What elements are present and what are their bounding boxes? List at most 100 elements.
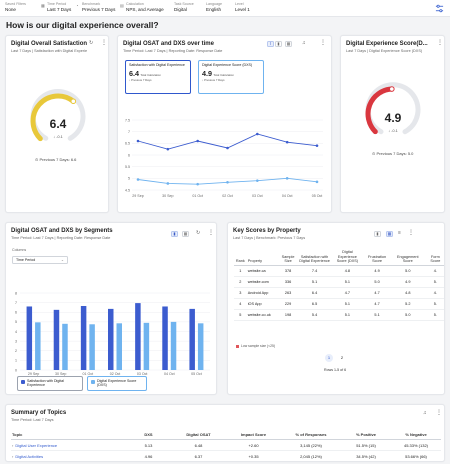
trend-line-chart: 7.5 7 6.5 6 5.5 5 4.529 Sep 30 Sep 01 Oct 02 Oct 0… — [125, 118, 323, 198]
table-view-button[interactable]: ▦ — [182, 231, 189, 237]
column-header[interactable]: Topic — [11, 430, 126, 440]
bar-satisfaction — [26, 306, 33, 370]
y-tick-label: 4.5 — [125, 188, 130, 192]
bar-chart-view-button[interactable]: ▮ — [171, 231, 178, 237]
legend-swatch — [21, 379, 25, 384]
legend-dxs[interactable]: Digital Experience Score (DXS) 4.9 Total… — [198, 60, 264, 94]
card-title: Summary of Topics — [11, 410, 67, 416]
satisfaction-value: 6.4 — [49, 117, 67, 131]
column-header[interactable]: Rank — [234, 249, 247, 266]
cell-osat: 6.48 — [171, 439, 226, 451]
data-point — [136, 139, 140, 143]
legend-dxs[interactable]: Digital Experience Score (DXS) — [87, 376, 147, 391]
cell-rank: 2 — [234, 276, 247, 288]
column-header[interactable]: Form Score — [424, 249, 444, 266]
table-row[interactable]: › Digital Activities 4.96 6.37 +0.35 2,04… — [11, 450, 441, 461]
more-options-icon[interactable]: ⋮ — [208, 230, 214, 236]
table-row[interactable]: 1 website.ca 378 7.4 4.8 4.9 5.0 4. — [234, 265, 444, 277]
expand-chevron-icon[interactable]: › — [12, 453, 14, 459]
legend-satisfaction[interactable]: Satisfaction with Digital Experience — [17, 376, 83, 391]
language-filter[interactable]: Language English — [206, 2, 222, 12]
cell-engagement: 5.0 — [390, 309, 425, 321]
column-header[interactable]: Engagement Score — [390, 249, 425, 266]
column-header[interactable]: Frustration Score — [363, 249, 391, 266]
time-period-filter[interactable]: ▦ Time Period Last 7 Days — [41, 2, 71, 12]
bar-chart-view-button[interactable]: ▮ — [275, 41, 282, 47]
notification-bell-icon[interactable]: ♫ — [423, 410, 427, 416]
column-header[interactable]: Satisfaction with Digital Experience — [297, 249, 332, 266]
bar-dxs — [197, 323, 204, 370]
benchmark-filter[interactable]: ◔ Benchmark Previous 7 Days — [76, 2, 115, 12]
list-view-icon[interactable]: ≡ — [398, 230, 401, 236]
refresh-icon[interactable]: ↻ — [196, 230, 201, 236]
cell-dxs: 5.1 — [331, 309, 364, 321]
column-header[interactable]: Property — [246, 249, 279, 266]
gauge-fill-arc — [365, 86, 395, 135]
x-tick-label: 30 Sep — [55, 372, 66, 376]
column-header[interactable]: Digital Experience Score (DXS) — [331, 249, 364, 266]
line-chart-view-button[interactable]: ⌇ — [267, 41, 274, 47]
more-options-icon[interactable]: ⋮ — [101, 40, 107, 46]
column-header[interactable]: Sample Size — [278, 249, 298, 266]
page-title: How is our digital experience overall? — [6, 20, 159, 30]
table-row[interactable]: › Digital User Experience 5.13 6.48 +2.60… — [11, 439, 441, 451]
page-1-button[interactable]: 1 — [325, 354, 333, 362]
card-subtitle: Time Period: Last 7 Days — [11, 418, 54, 422]
cell-topic[interactable]: › Digital Activities — [11, 450, 126, 461]
table-header-row: Rank Property Sample Size Satisfaction w… — [234, 249, 444, 266]
bar-chart-view-button[interactable]: ▮ — [374, 231, 381, 237]
dxs-card: Digital Experience Score(D... Last 7 Day… — [340, 35, 445, 213]
expand-chevron-icon[interactable]: › — [12, 442, 14, 448]
cell-positive: 34.5% (42) — [341, 450, 391, 461]
more-options-icon[interactable]: ⋮ — [437, 40, 443, 46]
column-header[interactable]: % of Responses — [281, 430, 341, 440]
satisfaction-previous: ⊙ Previous 7 Days: 6.6 — [35, 157, 76, 162]
saved-filters-filter[interactable]: Saved Filters None — [5, 2, 26, 12]
trend-card: Digital OSAT and DXS over time Time Peri… — [117, 35, 332, 213]
gauge-marker — [70, 98, 77, 105]
y-tick-label: 5.5 — [125, 165, 130, 169]
column-header[interactable]: % Positive — [341, 430, 391, 440]
bar-satisfaction — [162, 306, 168, 370]
table-view-button[interactable]: ▦ — [386, 231, 393, 237]
key-scores-card: Key Scores by Property Last 7 Days | Ben… — [227, 222, 445, 395]
task-source-filter[interactable]: Task Source Digital — [174, 2, 194, 12]
filter-label: Task Source — [174, 2, 194, 6]
table-row[interactable]: 3 Android App 263 6.4 4.7 4.7 4.8 4. — [234, 287, 444, 299]
card-subtitle: Time Period: Last 7 Days | Reporting Dat… — [11, 236, 111, 240]
cell-topic[interactable]: › Digital User Experience — [11, 439, 126, 451]
cell-frustration: 4.7 — [363, 287, 391, 299]
column-header[interactable]: Impact Score — [226, 430, 281, 440]
more-options-icon[interactable]: ⋮ — [436, 410, 442, 416]
calculation-filter[interactable]: ▤ Calculation NPS, and Average — [120, 2, 164, 12]
previous-value: Previous 7 Days: 5.0 — [376, 151, 414, 156]
page-2-button[interactable]: 2 — [340, 355, 344, 360]
legend-satisfaction[interactable]: Satisfaction with Digital Experience 6.4… — [125, 60, 191, 94]
x-tick-label: 02 Oct — [110, 372, 121, 376]
cell-negative: 45.33% (132) — [391, 439, 441, 451]
column-header[interactable]: Digital OSAT — [171, 430, 226, 440]
table-row[interactable]: 2 website.com 336 5.1 5.1 5.0 4.9 5. — [234, 276, 444, 288]
more-options-icon[interactable]: ⋮ — [320, 40, 326, 46]
table-row[interactable]: 4 iOS App 229 6.5 5.1 4.7 5.2 5. — [234, 298, 444, 310]
data-point — [166, 182, 170, 185]
x-tick-label: 29 Sep — [28, 372, 39, 376]
trend-icon: ⊙ — [35, 157, 40, 162]
column-header[interactable]: DXS — [126, 430, 171, 440]
table-view-button[interactable]: ▦ — [285, 41, 292, 47]
filter-settings-icon[interactable] — [435, 4, 444, 13]
data-point — [256, 132, 259, 136]
columns-dropdown[interactable]: Time Period ⌄ — [12, 256, 68, 264]
table-row[interactable]: 5 website.co.uk 198 5.4 5.1 5.1 5.0 5. — [234, 309, 444, 321]
bar-satisfaction — [135, 303, 141, 370]
more-options-icon[interactable]: ⋮ — [408, 230, 414, 236]
cell-property: website.com — [246, 276, 279, 288]
refresh-icon[interactable]: ↻ — [89, 40, 94, 46]
y-tick-label: 7 — [128, 130, 130, 134]
data-point — [166, 147, 170, 151]
cell-sample: 263 — [278, 287, 298, 299]
notification-bell-icon[interactable]: ♫ — [302, 40, 306, 46]
level-filter[interactable]: Level Level 1 — [235, 2, 250, 12]
column-header[interactable]: % Negative — [391, 430, 441, 440]
filter-bar: Saved Filters None ▦ Time Period Last 7 … — [0, 0, 450, 17]
